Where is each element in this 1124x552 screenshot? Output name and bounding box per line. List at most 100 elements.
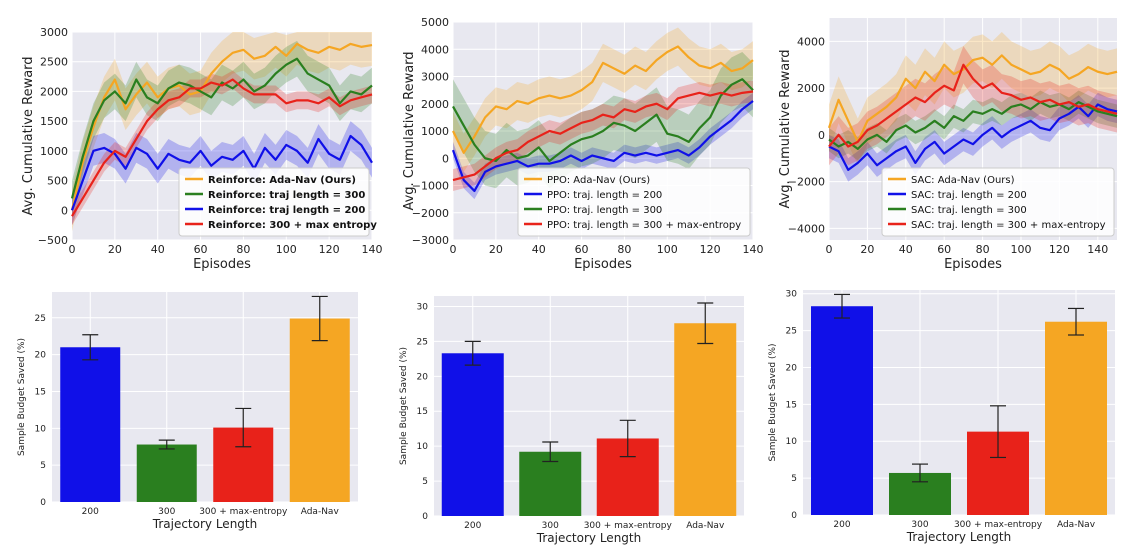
series-line-adanav: [827, 54, 1118, 143]
bar-adanav: [674, 323, 737, 516]
y-tick-label: 500: [47, 175, 68, 188]
x-tick-label: 60: [194, 243, 208, 256]
series-band-adanav: [453, 27, 753, 172]
x-tick-label: 120: [700, 243, 721, 256]
x-axis-label: Trajectory Length: [536, 531, 641, 545]
legend-entry: Reinforce: traj length = 300: [208, 190, 365, 201]
x-tick-label: Ada-Nav: [686, 521, 725, 531]
x-tick-label: 60: [575, 243, 589, 256]
y-tick-label: −2000: [788, 176, 825, 189]
bar-chart-3: 0 5 10 15 20 25 30 200 300 300 + max-entropy Ada-N…: [768, 290, 1115, 544]
x-tick-label: Ada-Nav: [1057, 520, 1096, 530]
x-tick-label: 300: [158, 507, 175, 517]
y-tick-label: 0: [818, 129, 825, 142]
x-tick-label: 20: [108, 243, 122, 256]
x-tick-label: 40: [899, 243, 913, 256]
legend-entry: SAC: traj. length = 300 + max-entropy: [911, 220, 1106, 231]
line-chart-2: 0 20 40 60 80 100 120 140 −3000 −2000 −1000 0 1000 20…: [402, 16, 764, 272]
y-tick-label: 10: [786, 437, 798, 447]
x-tick-label: 140: [1087, 243, 1108, 256]
y-tick-label: 0: [40, 498, 46, 508]
series-line-adanav: [452, 45, 754, 154]
legend-entry: Reinforce: Ada-Nav (Ours): [208, 175, 356, 186]
bar-adanav: [289, 318, 350, 502]
legend-box: [178, 167, 370, 237]
y-tick-label: 15: [786, 400, 797, 410]
y-tick-label: 0: [442, 152, 449, 165]
legend-entry: PPO: traj. length = 300: [547, 205, 662, 216]
y-tick-label: 0: [422, 512, 428, 522]
bar-len300: [519, 451, 582, 516]
y-tick-label: 20: [786, 363, 798, 373]
series-band-maxent: [453, 80, 753, 191]
y-tick-label: 5: [791, 474, 797, 484]
x-tick-label: 140: [362, 243, 383, 256]
series-line-len300: [828, 101, 1118, 150]
x-tick-label: 200: [833, 520, 850, 530]
series-line-len300: [70, 57, 373, 199]
y-tick-label: 2000: [40, 85, 68, 98]
y-tick-label: 20: [417, 372, 429, 382]
y-axis-label: Sample Budget Saved (%): [399, 347, 409, 465]
series-band-len200: [829, 92, 1117, 182]
y-axis-label: Sample Budget Saved (%): [768, 343, 778, 461]
y-tick-label: 0: [61, 204, 68, 217]
y-tick-label: 3000: [40, 26, 68, 39]
legend-entry: PPO: traj. length = 300 + max-entropy: [547, 220, 741, 231]
bar-len300: [136, 444, 197, 502]
y-axis-label: Sample Budget Saved (%): [17, 338, 27, 456]
y-axis-label: Avg. Cumulative Reward: [402, 51, 417, 210]
y-tick-label: 1500: [40, 115, 68, 128]
x-tick-label: 80: [617, 243, 631, 256]
line-chart-3: 0 20 40 60 80 100 120 140 −4000 −2000 0 2000 4000 Epi…: [778, 18, 1118, 272]
series-line-len200: [70, 134, 373, 211]
legend-entry: SAC: traj. length = 200: [911, 190, 1027, 201]
bar-adanav: [1045, 321, 1107, 515]
series-line-maxent: [452, 90, 754, 182]
bar-len200: [441, 353, 504, 516]
y-tick-label: 30: [417, 302, 429, 312]
y-tick-label: −500: [38, 234, 68, 247]
bar-len200: [811, 306, 873, 515]
y-tick-label: 20: [35, 351, 47, 361]
x-axis-label: Episodes: [574, 257, 632, 272]
y-tick-label: 4000: [797, 35, 825, 48]
legend-box: [881, 167, 1115, 237]
series-line-maxent: [71, 78, 373, 217]
y-tick-label: −1000: [412, 180, 449, 193]
x-tick-label: 40: [532, 243, 546, 256]
series-line-len200: [451, 100, 754, 193]
x-tick-label: 300 + max-entropy: [199, 507, 288, 517]
y-tick-label: 15: [35, 387, 46, 397]
series-line-len200: [828, 103, 1118, 171]
x-tick-label: 120: [319, 243, 340, 256]
x-tick-label: 120: [1049, 243, 1070, 256]
y-tick-label: 4000: [421, 43, 449, 56]
x-tick-label: 80: [236, 243, 250, 256]
legend-entry: SAC: Ada-Nav (Ours): [911, 175, 1015, 186]
x-tick-label: 200: [464, 521, 481, 531]
y-tick-label: 25: [35, 314, 46, 324]
bar-chart-2: 0 5 10 15 20 25 30 200 300 300 + max-entropy Ada-N…: [399, 296, 744, 545]
legend-entry: Reinforce: 300 + max entropy: [208, 220, 377, 231]
x-axis-label: Trajectory Length: [906, 530, 1011, 544]
series-line-maxent: [828, 63, 1118, 148]
bar-chart-1: 0 5 10 15 20 25 200 300 300 + max-entropy Ada-Nav…: [17, 292, 358, 531]
x-tick-label: 200: [82, 507, 99, 517]
legend: PPO: Ada-Nav (Ours) PPO: traj. length = 2…: [517, 167, 751, 237]
y-tick-label: 2000: [421, 98, 449, 111]
x-tick-label: 20: [489, 243, 503, 256]
x-tick-label: 100: [276, 243, 297, 256]
x-tick-label: 100: [1011, 243, 1032, 256]
series-band-len200: [72, 121, 372, 226]
x-axis-label: Episodes: [193, 257, 251, 272]
y-tick-label: 5000: [421, 16, 449, 29]
x-tick-label: 300 + max-entropy: [954, 520, 1043, 530]
legend-entry: SAC: traj. length = 300: [911, 205, 1027, 216]
x-tick-label: 60: [937, 243, 951, 256]
x-tick-label: 300: [542, 521, 559, 531]
y-axis-label: Avg. Cumulative Reward: [21, 56, 36, 215]
series-band-len300: [829, 90, 1117, 161]
y-tick-label: 10: [417, 442, 429, 452]
